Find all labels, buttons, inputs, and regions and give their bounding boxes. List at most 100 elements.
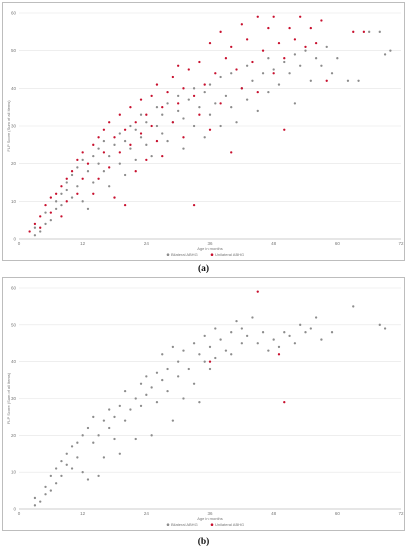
point-bilateral — [49, 219, 52, 222]
point-unilateral — [60, 185, 63, 188]
point-bilateral — [113, 437, 116, 441]
point-unilateral — [177, 64, 180, 67]
point-unilateral — [33, 222, 37, 226]
point-unilateral — [92, 143, 95, 146]
point-bilateral — [240, 327, 243, 330]
point-bilateral — [208, 345, 212, 349]
point-bilateral — [203, 360, 206, 363]
point-bilateral — [76, 166, 79, 169]
point-bilateral — [177, 375, 180, 378]
point-bilateral — [33, 226, 37, 229]
point-unilateral — [129, 106, 132, 109]
legend-marker-unilateral — [210, 253, 214, 256]
point-bilateral — [108, 408, 111, 411]
point-bilateral — [261, 331, 265, 334]
point-unilateral — [352, 30, 355, 33]
point-bilateral — [81, 434, 84, 437]
point-bilateral — [54, 200, 58, 203]
point-bilateral — [187, 98, 190, 101]
point-bilateral — [378, 323, 381, 326]
point-unilateral — [39, 226, 42, 229]
point-bilateral — [118, 452, 121, 455]
scatter-chart-b: 0 10 20 30 40 50 60 0 12 24 36 48 60 72 Age in months F… — [6, 286, 404, 528]
point-bilateral — [245, 334, 249, 338]
point-bilateral — [293, 342, 297, 345]
point-unilateral — [97, 136, 100, 139]
point-unilateral — [102, 151, 106, 154]
point-bilateral — [320, 338, 323, 341]
point-bilateral — [33, 234, 37, 237]
point-bilateral — [198, 353, 201, 356]
point-bilateral — [123, 139, 127, 143]
point-bilateral — [261, 72, 265, 75]
point-bilateral — [39, 500, 42, 503]
point-bilateral — [182, 349, 185, 352]
point-bilateral — [139, 382, 143, 385]
point-bilateral — [49, 489, 52, 492]
point-bilateral — [198, 401, 201, 404]
y-tick-label: 10 — [11, 470, 17, 475]
point-bilateral — [182, 117, 185, 120]
point-unilateral — [113, 136, 116, 139]
x-tick-label: 24 — [144, 511, 150, 516]
point-unilateral — [198, 113, 201, 116]
point-bilateral — [224, 349, 228, 352]
point-bilateral — [288, 334, 291, 338]
point-unilateral — [54, 192, 58, 195]
point-bilateral — [102, 456, 106, 459]
point-bilateral — [346, 79, 350, 82]
point-unilateral — [123, 128, 127, 131]
point-bilateral — [235, 320, 238, 323]
point-bilateral — [383, 327, 387, 330]
point-bilateral — [251, 316, 254, 319]
point-unilateral — [171, 121, 175, 124]
point-unilateral — [161, 154, 164, 158]
point-bilateral — [314, 57, 318, 60]
point-unilateral — [277, 353, 281, 356]
point-unilateral — [182, 87, 185, 90]
point-unilateral — [166, 90, 169, 94]
point-bilateral — [357, 79, 360, 82]
point-unilateral — [256, 15, 259, 18]
y-tick-label: 20 — [11, 433, 17, 438]
point-bilateral — [208, 113, 212, 116]
point-unilateral — [182, 136, 185, 139]
point-bilateral — [97, 147, 100, 150]
point-bilateral — [214, 327, 217, 330]
point-unilateral — [224, 57, 228, 60]
point-bilateral — [192, 342, 196, 345]
caption-b: (b) — [197, 537, 210, 547]
x-tick-label: 60 — [335, 241, 341, 246]
point-bilateral — [192, 87, 196, 90]
point-unilateral — [325, 79, 328, 82]
point-bilateral — [102, 170, 106, 173]
point-bilateral — [108, 154, 111, 158]
point-bilateral — [129, 124, 132, 128]
point-bilateral — [150, 434, 153, 437]
point-bilateral — [150, 386, 153, 389]
point-bilateral — [81, 471, 84, 474]
point-unilateral — [267, 26, 270, 30]
legend-label-unilateral: Unilateral ABHG — [215, 252, 244, 257]
point-unilateral — [108, 121, 111, 124]
x-tick-label: 72 — [398, 241, 404, 246]
point-bilateral — [208, 83, 212, 86]
point-unilateral — [362, 30, 366, 33]
point-bilateral — [277, 83, 281, 86]
x-tick-label: 72 — [398, 511, 404, 516]
point-bilateral — [65, 188, 68, 192]
point-bilateral — [97, 474, 100, 477]
x-tick-label: 12 — [80, 241, 86, 246]
y-tick-label: 40 — [11, 359, 17, 364]
point-bilateral — [123, 419, 127, 422]
point-bilateral — [123, 389, 127, 393]
point-bilateral — [60, 192, 63, 195]
point-unilateral — [139, 98, 143, 101]
point-bilateral — [113, 143, 116, 146]
point-bilateral — [70, 196, 74, 199]
point-bilateral — [44, 222, 47, 226]
point-bilateral — [171, 345, 175, 349]
point-unilateral — [134, 170, 137, 173]
point-unilateral — [139, 132, 143, 135]
point-unilateral — [70, 170, 74, 173]
